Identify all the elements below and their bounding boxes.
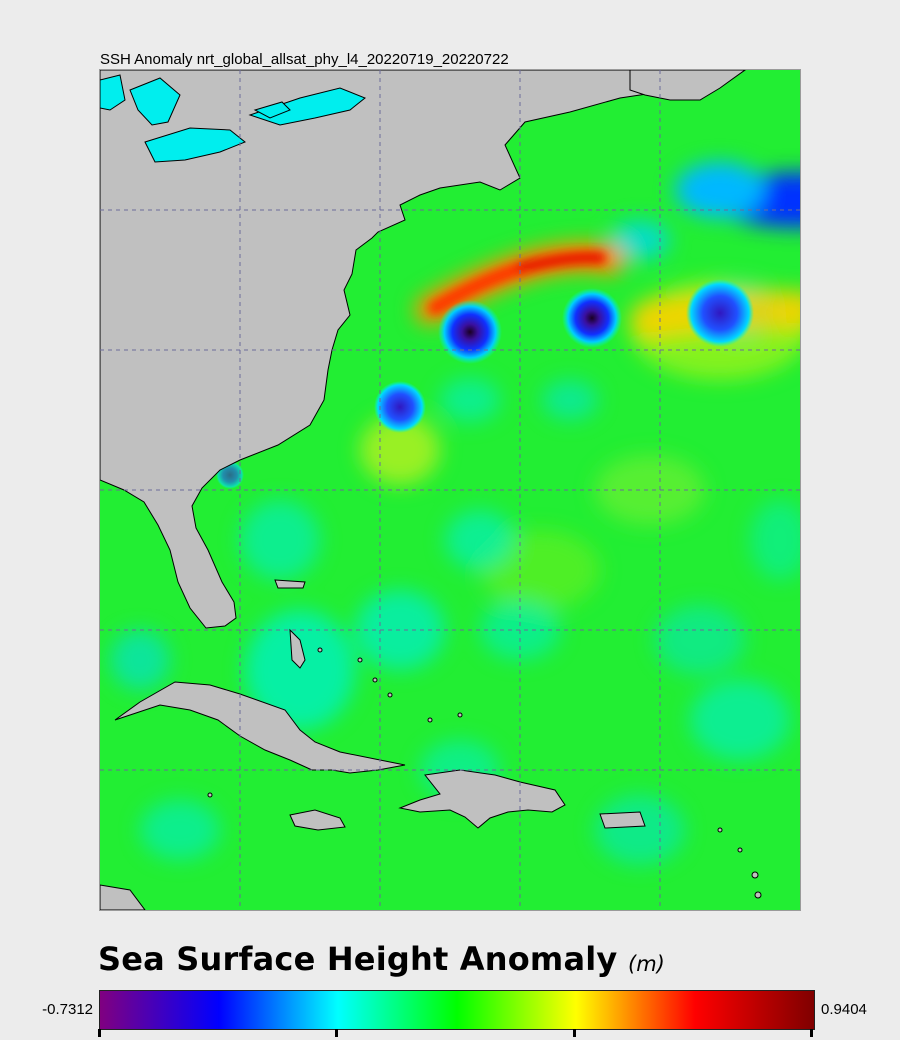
colorbar-tick [335, 1029, 338, 1037]
ssh-anomaly-map[interactable] [99, 69, 801, 911]
legend-title: Sea Surface Height Anomaly [98, 940, 618, 978]
colorbar-max-label: 0.9404 [821, 1001, 867, 1018]
great-lakes [100, 74, 366, 163]
colorbar-min-label: -0.7312 [42, 1001, 93, 1018]
islands [207, 647, 762, 899]
colorbar-tick [573, 1029, 576, 1037]
lat-lon-grid [100, 70, 800, 910]
colorbar-tick [810, 1029, 813, 1037]
ssh-field [100, 70, 800, 910]
legend-unit: (m) [628, 952, 665, 976]
map-title: SSH Anomaly nrt_global_allsat_phy_l4_202… [100, 51, 509, 68]
colorbar [99, 990, 815, 1030]
colorbar-tick [98, 1029, 101, 1037]
